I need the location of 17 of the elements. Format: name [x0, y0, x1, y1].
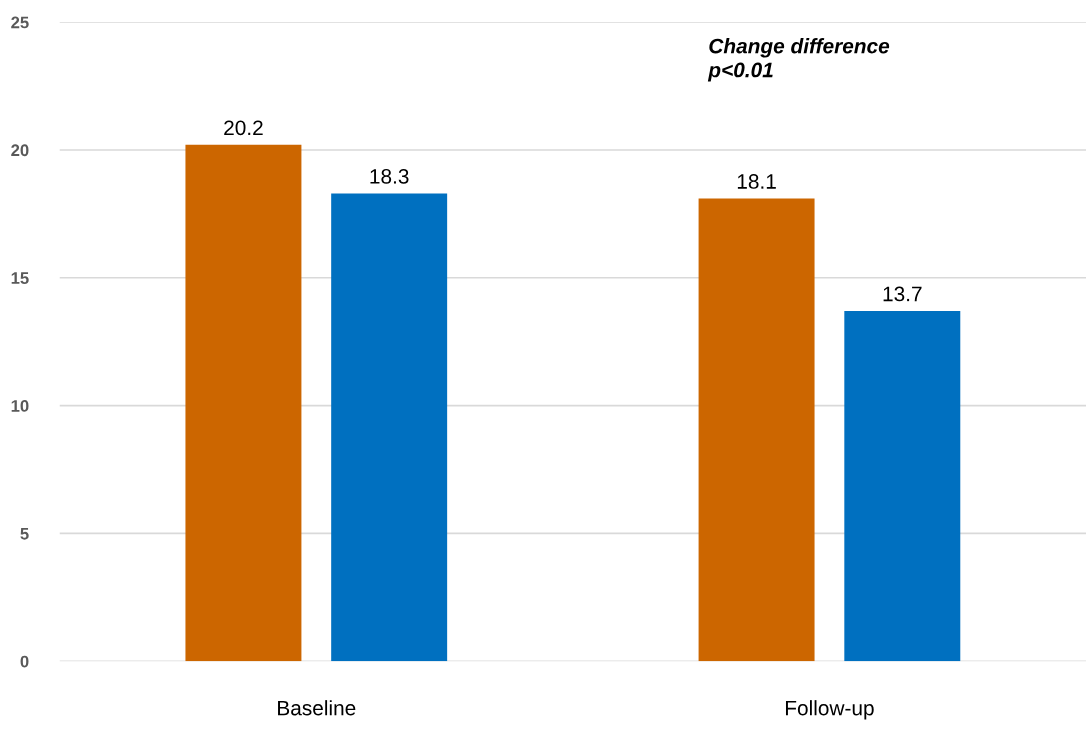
data-label: 20.2	[224, 120, 263, 136]
bar	[185, 144, 302, 662]
bar	[844, 311, 961, 662]
data-label: 13.7	[883, 286, 922, 302]
y-tick-label: 25	[11, 16, 29, 29]
y-tick-label: 10	[11, 400, 29, 412]
bar	[331, 193, 448, 662]
data-label: 18.1	[737, 174, 776, 189]
bar	[698, 198, 815, 662]
annotation: Change difference p<0.01	[707, 38, 890, 82]
y-tick-label: 20	[11, 144, 29, 157]
y-tick-label: 0	[20, 655, 29, 668]
x-tick-label: Baseline	[278, 700, 356, 716]
y-tick-label: 5	[20, 528, 29, 540]
y-tick-label: 15	[11, 272, 29, 284]
data-label: 18.3	[370, 168, 409, 184]
x-tick-label: Follow-up	[785, 700, 874, 720]
